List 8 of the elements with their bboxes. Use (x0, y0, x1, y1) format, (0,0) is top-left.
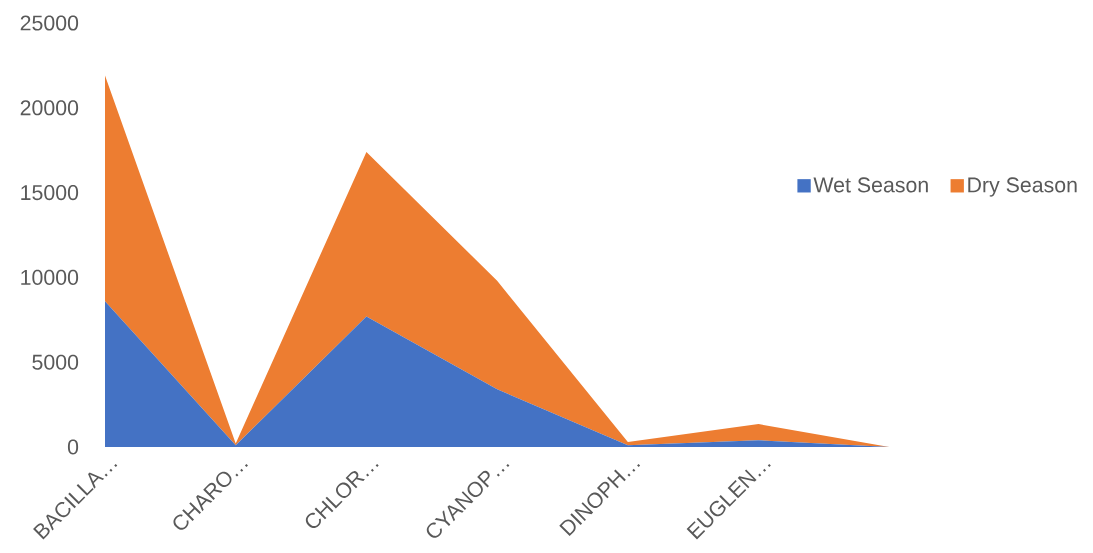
y-tick-label: 20000 (20, 100, 79, 116)
y-tick-label: 10000 (21, 269, 79, 285)
y-tick-label: 15000 (21, 185, 79, 201)
legend-label: Wet Season (813, 177, 928, 193)
y-tick-label: 0 (67, 439, 79, 455)
y-tick-label: 5000 (32, 354, 79, 370)
legend-label: Dry Season (968, 177, 1077, 197)
y-tick-label: 25000 (20, 15, 79, 31)
